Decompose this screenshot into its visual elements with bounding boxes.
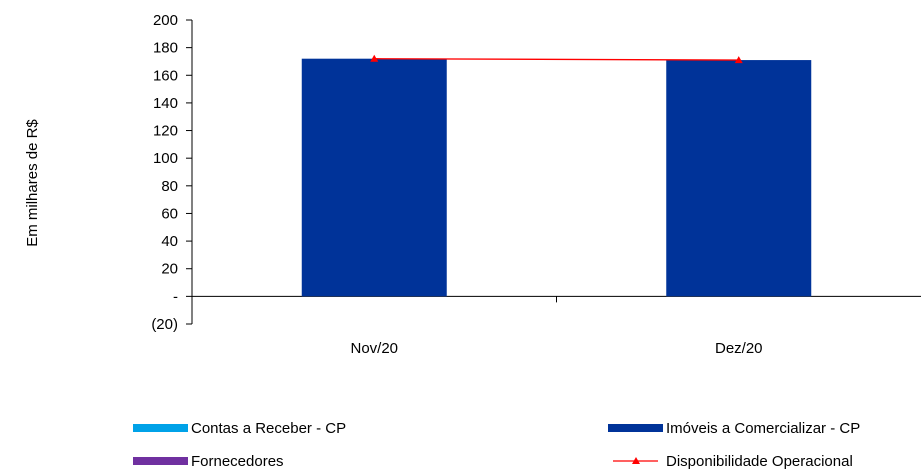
legend-marker xyxy=(632,457,640,464)
y-tick-label: 200 xyxy=(153,12,178,29)
series-line xyxy=(374,58,739,61)
x-tick-label: Dez/20 xyxy=(715,340,763,357)
legend-swatch xyxy=(133,457,188,465)
y-tick-label: 80 xyxy=(161,178,178,195)
line-marker xyxy=(734,56,743,64)
legend-item: Imóveis a Comercializar - CP xyxy=(608,420,860,437)
x-tick-label: Nov/20 xyxy=(350,340,398,357)
legend-item: Fornecedores xyxy=(133,453,284,470)
y-tick-label: 60 xyxy=(161,205,178,222)
y-tick-label: 20 xyxy=(161,261,178,278)
y-tick-label: 40 xyxy=(161,233,178,250)
y-tick-label: 120 xyxy=(153,123,178,140)
y-tick-label: 180 xyxy=(153,40,178,57)
legend-swatch xyxy=(608,424,663,432)
y-tick-label: - xyxy=(173,288,178,305)
legend-label: Imóveis a Comercializar - CP xyxy=(666,420,860,437)
bars xyxy=(301,58,812,297)
legend-item: Disponibilidade Operacional xyxy=(613,453,853,470)
bar xyxy=(666,60,812,297)
legend-label: Contas a Receber - CP xyxy=(191,420,346,437)
y-tick-label: 140 xyxy=(153,95,178,112)
y-tick-label: (20) xyxy=(151,316,178,333)
y-tick-label: 160 xyxy=(153,67,178,84)
legend: Contas a Receber - CP Imóveis a Comercial… xyxy=(133,420,860,470)
bar xyxy=(301,58,447,297)
y-axis-title: Em milhares de R$ xyxy=(24,119,41,247)
line-marker xyxy=(370,54,379,62)
legend-label: Disponibilidade Operacional xyxy=(666,453,853,470)
line-series xyxy=(370,54,743,64)
legend-item: Contas a Receber - CP xyxy=(133,420,346,437)
y-tick-label: 100 xyxy=(153,150,178,167)
legend-label: Fornecedores xyxy=(191,453,284,470)
y-axis-title-group: Em milhares de R$ xyxy=(24,119,41,247)
legend-swatch xyxy=(133,424,188,432)
axes: 200 180 160 140 120 100 80 60 40 20 - (20) Nov/20 Dez… xyxy=(151,12,921,357)
